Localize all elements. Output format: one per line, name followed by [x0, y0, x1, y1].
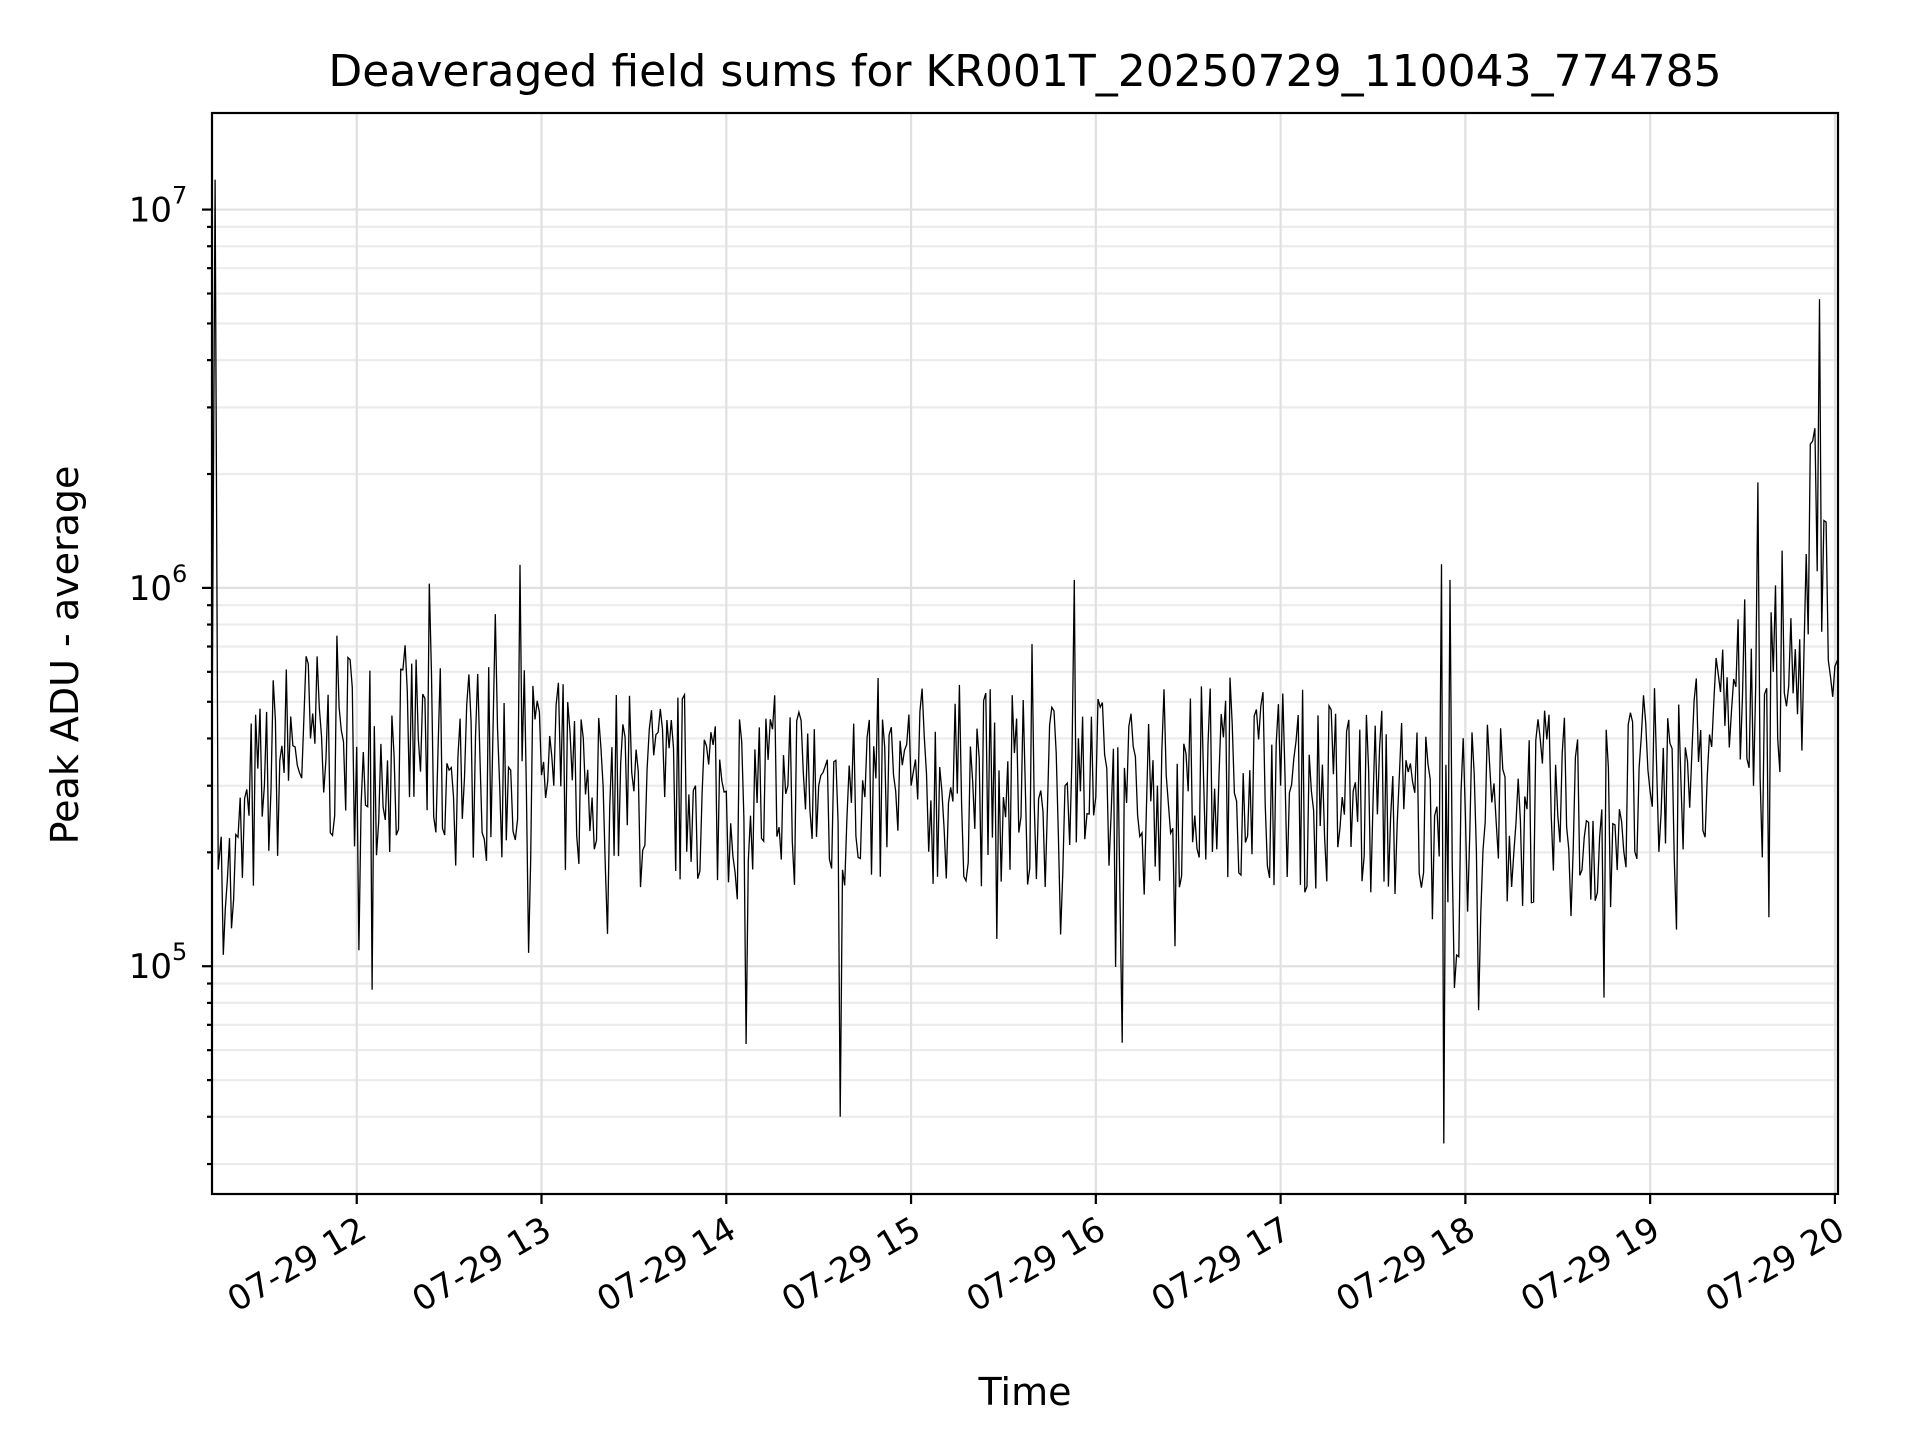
x-tick-label: 07-29 19 [1514, 1209, 1666, 1320]
x-tick-label: 07-29 18 [1329, 1209, 1481, 1320]
y-tick-exponent: 6 [172, 560, 187, 588]
x-tick-label: 07-29 12 [221, 1209, 373, 1320]
x-tick-label: 07-29 17 [1145, 1209, 1297, 1320]
x-tick-label: 07-29 13 [406, 1209, 558, 1320]
y-axis-label: Peak ADU - average [43, 466, 87, 845]
x-tick-label: 07-29 14 [590, 1209, 742, 1320]
axis-ticks: 07-29 12 07-29 13 07-29 14 07-29 15 07-29 16… [129, 182, 1852, 1321]
y-tick-exponent: 7 [172, 182, 187, 210]
chart-title: Deaveraged field sums for KR001T_2025072… [328, 46, 1721, 97]
x-axis-label: Time [978, 1370, 1072, 1414]
grid [212, 113, 1838, 1194]
plot-frame [210, 111, 1840, 1196]
x-tick-label: 07-29 15 [775, 1209, 927, 1320]
x-tick-label: 07-29 16 [960, 1209, 1112, 1320]
series-line [211, 179, 1839, 1144]
y-tick-exponent: 5 [172, 938, 187, 966]
y-tick-label: 10 [129, 947, 172, 987]
y-tick-label: 10 [129, 569, 172, 609]
x-tick-label: 07-29 20 [1699, 1209, 1851, 1320]
y-tick-label: 10 [129, 191, 172, 231]
